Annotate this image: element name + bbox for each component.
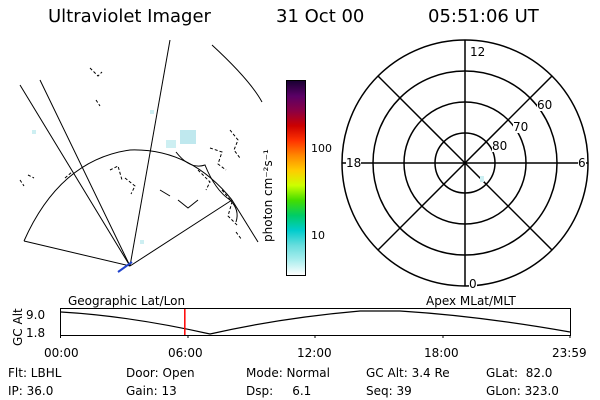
- timeline-yaxis-label: GC Alt: [11, 308, 25, 346]
- observation-time: 05:51:06 UT: [428, 6, 539, 27]
- mlt-label-18: 18: [346, 156, 362, 170]
- filter-info: Flt: LBHL: [8, 366, 62, 380]
- mode-info: Mode: Normal: [246, 366, 330, 380]
- colorbar-tick-100: 100: [311, 142, 332, 155]
- glon-info: GLon: 323.0: [486, 384, 559, 398]
- timeline-right-label: Apex MLat/MLT: [426, 294, 516, 308]
- lat-label-70: 70: [513, 120, 529, 134]
- ip-info: IP: 36.0: [8, 384, 54, 398]
- lat-label-80: 80: [492, 139, 508, 153]
- colorbar-unit-label: photon cm⁻²s⁻¹: [261, 149, 275, 242]
- polar-plot: [341, 39, 589, 287]
- timeline-ytick-1-8: 1.8: [26, 326, 46, 340]
- seq-info: Seq: 39: [366, 384, 412, 398]
- app-title: Ultraviolet Imager: [48, 6, 211, 27]
- mlt-label-12: 12: [470, 45, 486, 59]
- mlt-label-0: 0: [469, 277, 477, 291]
- door-info: Door: Open: [126, 366, 195, 380]
- timeline-left-label: Geographic Lat/Lon: [68, 294, 186, 308]
- colorbar-tick-10: 10: [311, 229, 325, 242]
- timeline-plot: [60, 308, 571, 338]
- gain-info: Gain: 13: [126, 384, 177, 398]
- mlt-label-6: 6: [578, 156, 586, 170]
- glat-info: GLat: 82.0: [486, 366, 553, 380]
- timeline-xtick-0600: 06:00: [168, 346, 203, 360]
- timeline-xtick-0000: 00:00: [44, 346, 79, 360]
- colorbar: [286, 80, 306, 276]
- dsp-info: Dsp: 6.1: [246, 384, 312, 398]
- geographic-map: [19, 40, 263, 273]
- timeline-xtick-1800: 18:00: [424, 346, 459, 360]
- timeline-xtick-1200: 12:00: [297, 346, 332, 360]
- gc-alt-info: GC Alt: 3.4 Re: [366, 366, 450, 380]
- observation-date: 31 Oct 00: [276, 6, 365, 27]
- timeline-ytick-9: 9.0: [26, 308, 46, 322]
- timeline-xtick-2359: 23:59: [552, 346, 587, 360]
- lat-label-60: 60: [537, 98, 553, 112]
